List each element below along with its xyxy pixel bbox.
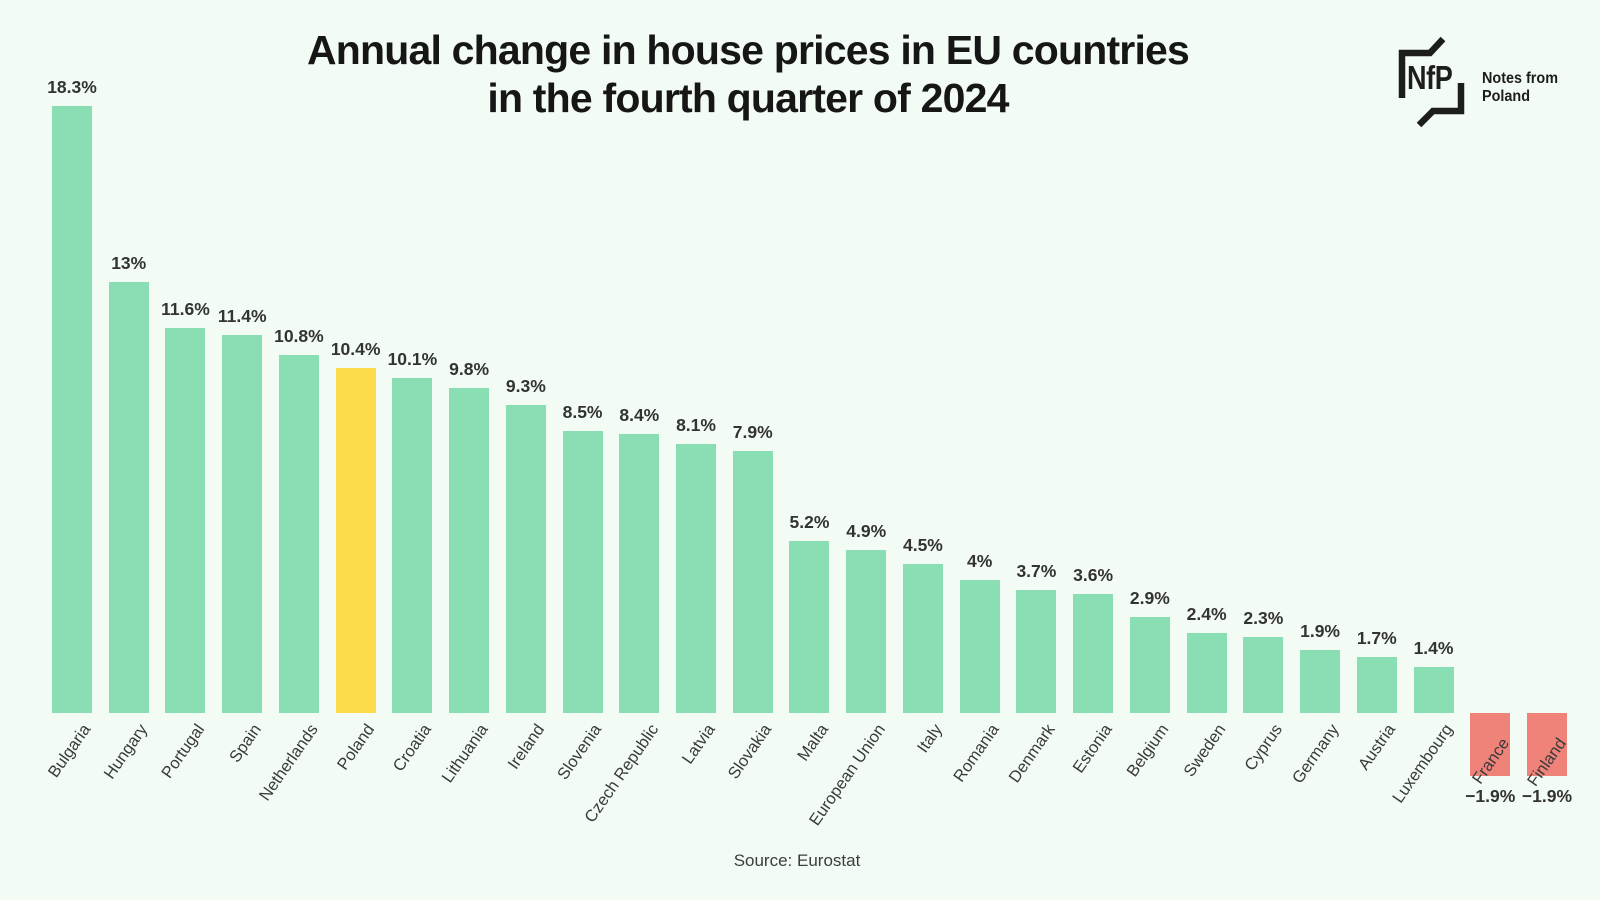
- bar-lithuania: [449, 388, 490, 713]
- category-label: Germany: [1289, 721, 1343, 787]
- bar-value-label: 10.8%: [274, 326, 324, 346]
- bar-value-label: 8.1%: [676, 415, 716, 435]
- category-label: Latvia: [678, 721, 719, 768]
- chart-title-line1: Annual change in house prices in EU coun…: [306, 27, 1190, 73]
- bar-value-label: 3.7%: [1016, 561, 1057, 581]
- bar-value-label: 10.1%: [387, 349, 438, 369]
- bar-value-label: 2.3%: [1243, 608, 1284, 628]
- bar-value-label: 8.4%: [619, 405, 660, 425]
- bar-cyprus: [1243, 637, 1284, 713]
- bar-portugal: [165, 328, 206, 713]
- bar-european-union: [846, 550, 887, 713]
- bar-value-label: 5.2%: [789, 512, 830, 532]
- bar-value-label: 3.6%: [1073, 565, 1114, 585]
- bar-value-label: −1.9%: [1465, 786, 1516, 806]
- bar-france: [1470, 713, 1511, 776]
- nfp-logo-brackets-icon: [1398, 36, 1465, 128]
- bar-romania: [959, 580, 1000, 713]
- bar-value-label: −1.9%: [1521, 786, 1573, 806]
- nfp-logo-wordmark: Notes from Poland: [1482, 70, 1558, 105]
- bar-value-label: 13%: [111, 253, 147, 273]
- bar-austria: [1356, 657, 1397, 713]
- chart-title-line2: in the fourth quarter of 2024: [487, 75, 1009, 121]
- bar-italy: [902, 564, 943, 713]
- bar-latvia: [676, 444, 717, 713]
- bar-value-label: 7.9%: [732, 422, 773, 442]
- category-label: Ireland: [504, 721, 549, 773]
- bar-germany: [1300, 650, 1341, 713]
- nfp-logo-wordmark-line2: Poland: [1482, 87, 1531, 105]
- bar-malta: [789, 541, 830, 713]
- bar-value-label: 4.5%: [902, 535, 943, 555]
- bar-slovakia: [732, 451, 773, 713]
- nfp-logo-monogram: NfP: [1407, 59, 1453, 96]
- bar-hungary: [108, 282, 149, 713]
- bar-value-label: 2.9%: [1129, 588, 1170, 608]
- category-label: Italy: [913, 721, 946, 757]
- bar-spain: [222, 335, 263, 713]
- category-label: Slovakia: [724, 721, 776, 783]
- bar-value-label: 4.9%: [846, 521, 887, 541]
- category-label: Slovenia: [554, 721, 606, 784]
- bar-value-label: 1.4%: [1413, 638, 1454, 658]
- category-label: Lithuania: [438, 721, 492, 787]
- bar-poland: [335, 368, 376, 713]
- bar-slovenia: [562, 431, 603, 713]
- bar-value-label: 9.3%: [505, 376, 546, 396]
- category-label: Estonia: [1069, 721, 1116, 777]
- bar-croatia: [392, 378, 433, 713]
- category-label: Denmark: [1006, 721, 1060, 787]
- chart-title: Annual change in house prices in EU coun…: [0, 26, 1496, 122]
- category-label: Croatia: [389, 721, 436, 775]
- category-label: Cyprus: [1241, 721, 1287, 775]
- category-label: Austria: [1355, 721, 1400, 774]
- bar-bulgaria: [52, 106, 92, 713]
- bar-luxembourg: [1413, 667, 1454, 713]
- category-label: Bulgaria: [45, 721, 95, 781]
- bar-value-label: 1.7%: [1356, 628, 1397, 648]
- bar-value-label: 4%: [967, 551, 993, 571]
- bar-value-label: 11.6%: [161, 299, 210, 319]
- category-label: Hungary: [100, 721, 152, 783]
- category-label: Belgium: [1123, 721, 1173, 781]
- bar-finland: [1526, 713, 1567, 776]
- category-label: Poland: [334, 721, 379, 774]
- bar-value-label: 9.8%: [449, 359, 490, 379]
- bar-ireland: [505, 405, 546, 713]
- bar-value-label: 18.3%: [47, 77, 97, 97]
- bar-netherlands: [278, 355, 319, 713]
- bar-value-label: 10.4%: [330, 339, 381, 359]
- category-label: Spain: [225, 721, 265, 766]
- bar-value-label: 11.4%: [217, 306, 267, 326]
- category-label: Romania: [949, 721, 1003, 786]
- bar-estonia: [1073, 594, 1114, 713]
- source-note: Source: Eurostat: [733, 851, 861, 870]
- category-label: Portugal: [158, 721, 209, 782]
- bar-belgium: [1129, 617, 1170, 713]
- category-label: Malta: [794, 721, 833, 765]
- bar-value-label: 8.5%: [562, 402, 603, 422]
- nfp-logo: NfP Notes from Poland: [1388, 28, 1573, 133]
- bar-czech-republic: [619, 434, 660, 713]
- bar-sweden: [1186, 633, 1227, 713]
- bar-denmark: [1016, 590, 1057, 713]
- bar-value-label: 2.4%: [1186, 604, 1227, 624]
- category-label: Netherlands: [255, 721, 322, 805]
- nfp-logo-wordmark-line1: Notes from: [1482, 70, 1559, 87]
- bar-value-label: 1.9%: [1300, 621, 1340, 641]
- category-label: Sweden: [1180, 721, 1230, 781]
